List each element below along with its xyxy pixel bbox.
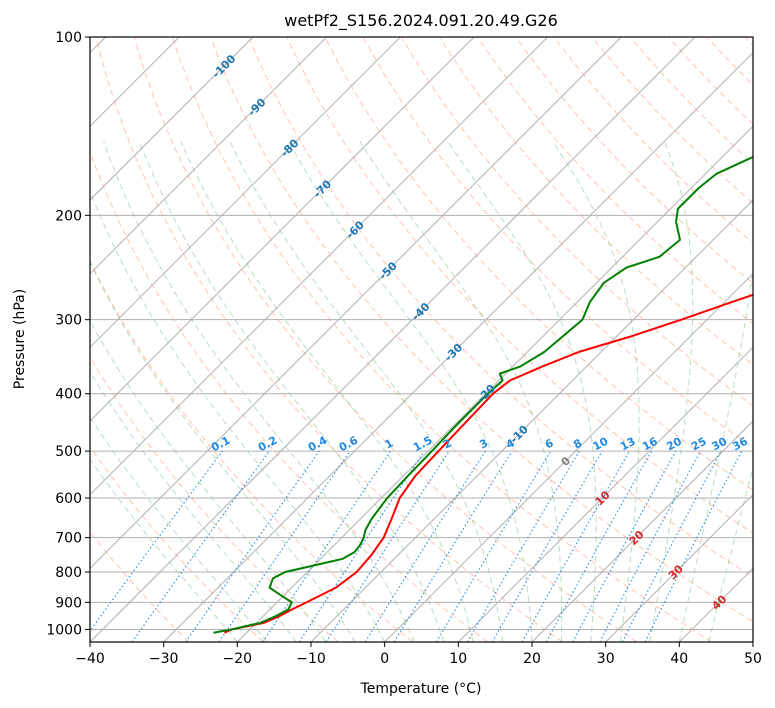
x-tick-label: −40: [75, 651, 105, 667]
x-tick-label: −20: [223, 651, 253, 667]
x-tick-label: 50: [744, 651, 762, 667]
mixing-ratio-line: [131, 450, 270, 642]
y-tick-label: 200: [55, 208, 82, 224]
y-tick-label: 1000: [46, 622, 82, 638]
mixing-ratio-label: 25: [689, 435, 709, 454]
isotherm-line: [605, 493, 753, 642]
dry-adiabat-line: [90, 356, 339, 642]
mixing-ratio-line: [298, 450, 425, 642]
mixing-ratio-line: [185, 450, 320, 642]
isotherm-line: [531, 420, 753, 642]
dry-adiabat-line: [90, 259, 414, 642]
mixing-ratio-line: [521, 450, 631, 642]
x-tick-label: −10: [296, 651, 326, 667]
y-axis-label: Pressure (hPa): [12, 289, 28, 389]
x-tick-label: 20: [523, 651, 541, 667]
temperature-profile-line: [224, 293, 753, 634]
y-tick-label: 700: [55, 531, 82, 547]
isotherm-line: [90, 37, 328, 275]
mixing-ratio-label: 10: [591, 435, 611, 454]
x-tick-label: −30: [149, 651, 179, 667]
isotherm-line: [236, 125, 753, 642]
isotherm-line: [163, 51, 753, 642]
x-tick-label: 40: [670, 651, 688, 667]
x-tick-label: 0: [380, 651, 389, 667]
x-tick-label: 10: [449, 651, 467, 667]
y-tick-label: 900: [55, 595, 82, 611]
y-tick-label: 300: [55, 313, 82, 329]
isotherm-line: [90, 37, 475, 422]
mixing-ratio-line: [545, 450, 653, 642]
mixing-ratio-label: 36: [730, 435, 750, 454]
x-axis-label: Temperature (°C): [360, 681, 482, 697]
mixing-ratio-line: [393, 450, 513, 642]
dry-adiabat-line: [133, 37, 638, 642]
isotherm-line: [90, 37, 549, 496]
dry-adiabat-line: [286, 37, 753, 534]
dry-adiabat-line: [210, 37, 753, 623]
dry-adiabat-line: [95, 37, 563, 642]
dry-adiabat-line: [515, 37, 753, 284]
mixing-ratio-line: [644, 450, 743, 642]
y-tick-label: 600: [55, 491, 82, 507]
chart-title: wetPf2_S156.2024.091.20.49.G26: [284, 11, 558, 31]
mixing-ratio-line: [218, 450, 351, 642]
isotherm-line: [310, 199, 753, 642]
mixing-ratio-line: [90, 450, 223, 632]
y-tick-label: 500: [55, 444, 82, 460]
dry-adiabat-line: [171, 37, 712, 642]
mixing-ratio-line: [262, 450, 392, 642]
isotherm-line: [90, 37, 401, 349]
dry-adiabat-line: [248, 37, 753, 578]
plot-frame: [89, 36, 754, 643]
isotherm-line: [90, 37, 696, 642]
dry-adiabat-line: [90, 445, 264, 642]
y-tick-label: 100: [55, 30, 82, 46]
mixing-ratio-label: 13: [618, 435, 638, 454]
mixing-ratio-label: 30: [710, 435, 730, 454]
dewpoint-profile-line: [213, 155, 753, 634]
dry-adiabat-line: [324, 37, 753, 491]
mixing-ratio-line: [572, 450, 677, 642]
isotherm-line: [90, 37, 622, 570]
y-tick-label: 800: [55, 565, 82, 581]
isotherm-line: [384, 272, 753, 642]
y-tick-label: 400: [55, 387, 82, 403]
mixing-ratio-line: [325, 450, 450, 642]
mixing-ratio-label: 20: [664, 435, 684, 454]
x-tick-label: 30: [597, 651, 615, 667]
isotherm-line: [90, 37, 254, 201]
isotherm-line: [457, 346, 753, 642]
mixing-ratio-label: 16: [640, 435, 660, 454]
